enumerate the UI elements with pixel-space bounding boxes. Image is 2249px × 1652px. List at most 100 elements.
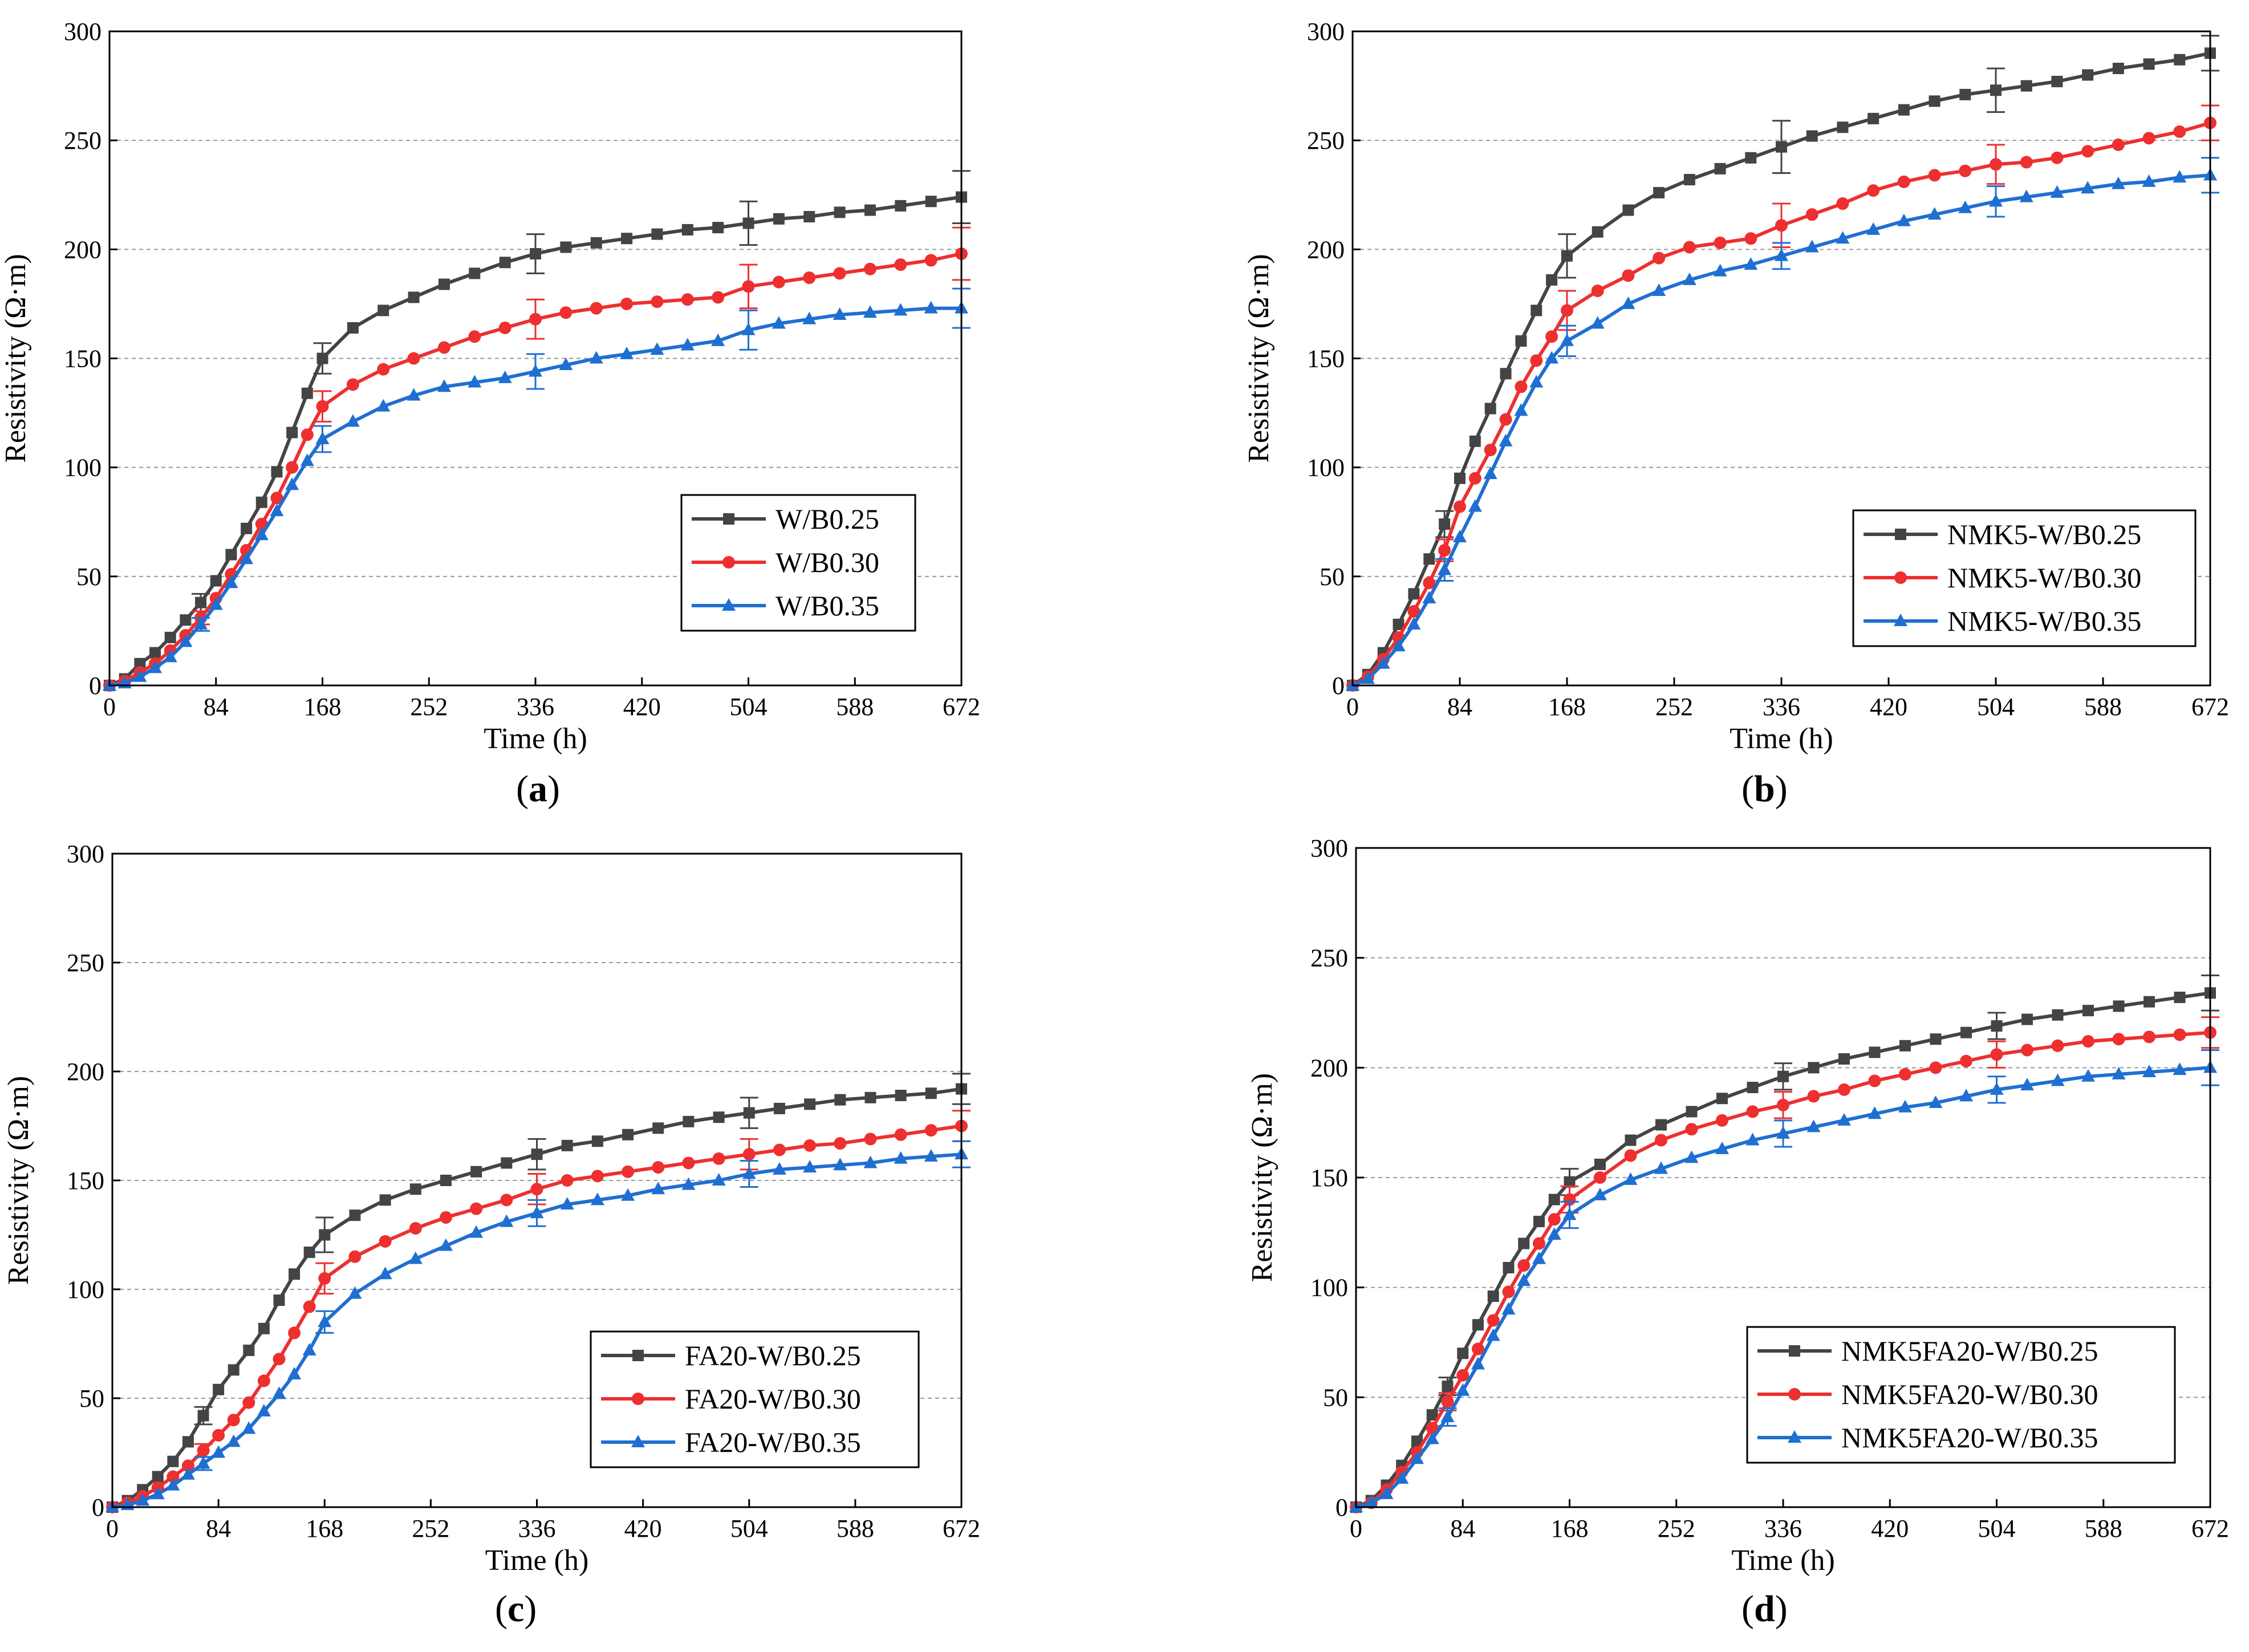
data-point <box>1395 1471 1409 1484</box>
data-point <box>834 1137 847 1150</box>
x-tick-label: 84 <box>1450 1515 1475 1543</box>
data-point <box>712 1173 726 1186</box>
x-axis-title: Time (h) <box>484 723 587 755</box>
x-tick-label: 84 <box>1447 693 1472 721</box>
data-point <box>272 1386 286 1399</box>
data-point <box>1503 1261 1515 1273</box>
data-point <box>2021 1013 2033 1025</box>
data-point <box>803 271 816 285</box>
panel-label-letter: c <box>508 1588 524 1630</box>
data-point <box>409 1222 422 1235</box>
data-point <box>652 1161 665 1174</box>
data-point <box>2051 1039 2064 1052</box>
data-point <box>681 224 693 236</box>
data-point <box>285 477 299 490</box>
data-point <box>152 1471 164 1483</box>
data-point <box>1469 435 1481 447</box>
data-point <box>407 352 420 365</box>
x-tick-label: 252 <box>1658 1515 1695 1543</box>
x-tick-label: 588 <box>837 1515 874 1543</box>
data-point <box>2020 80 2032 92</box>
data-point <box>499 257 511 269</box>
data-point <box>2173 1028 2186 1041</box>
data-point <box>1653 186 1665 198</box>
error-bar <box>1772 120 1791 174</box>
data-point <box>1408 588 1420 600</box>
error-bar <box>315 1262 334 1295</box>
data-point <box>501 1157 513 1169</box>
x-tick-label: 504 <box>1978 1515 2016 1543</box>
data-point <box>1808 1062 1820 1074</box>
legend-label: NMK5-W/B0.35 <box>1947 605 2141 637</box>
data-point <box>925 196 937 208</box>
data-point <box>1379 1486 1394 1499</box>
x-tick-label: 0 <box>1346 693 1359 721</box>
x-tick-label: 252 <box>410 693 448 721</box>
x-tick-label: 0 <box>1350 1515 1362 1543</box>
x-tick-label: 588 <box>2085 1515 2122 1543</box>
data-point <box>2051 1073 2065 1086</box>
data-point <box>167 1455 179 1467</box>
data-point <box>1468 472 1481 485</box>
data-point <box>1686 1106 1698 1118</box>
data-point <box>469 267 481 279</box>
error-bar <box>1987 1075 2006 1104</box>
data-point <box>1625 1134 1637 1146</box>
data-point <box>2020 1078 2034 1091</box>
x-tick-label: 588 <box>2084 693 2122 721</box>
error-bar <box>739 309 758 351</box>
data-point <box>803 210 815 222</box>
data-point <box>1483 466 1497 480</box>
data-point <box>712 222 724 234</box>
error-bar <box>1987 67 2005 113</box>
data-point <box>1836 197 1849 210</box>
x-tick-label: 420 <box>1871 1515 1909 1543</box>
data-point <box>1623 1172 1638 1185</box>
data-point <box>680 338 695 351</box>
data-point <box>1621 296 1635 309</box>
data-point <box>1898 104 1910 116</box>
data-point <box>1514 403 1528 416</box>
x-axis-title: Time (h) <box>1731 1544 1835 1577</box>
data-point <box>2112 138 2125 151</box>
data-point <box>273 1353 286 1366</box>
series-3 <box>103 287 971 691</box>
data-point <box>1548 1194 1560 1205</box>
data-point <box>301 387 313 399</box>
chart-panel-c: 0 84 168 252 336 420 504 588 672 0 50 100 150 200 250 3… <box>2 840 980 1630</box>
y-tick-label: 50 <box>1320 563 1345 591</box>
data-point <box>561 1139 573 1151</box>
chart-panel-d: 0 84 168 252 336 420 504 588 672 0 50 100 150 200 250 3… <box>1246 834 2229 1630</box>
error-bar <box>1772 202 1791 249</box>
error-bar <box>1558 324 1576 358</box>
data-point <box>713 1111 725 1123</box>
x-tick-label: 336 <box>517 693 554 721</box>
data-point <box>1958 200 1972 213</box>
legend-item-1: NMK5FA20-W/B0.25 <box>1757 1335 2098 1367</box>
data-point <box>470 1202 483 1215</box>
data-point <box>163 650 177 663</box>
data-point <box>166 1478 180 1491</box>
data-point <box>1959 88 1971 100</box>
data-point <box>590 237 602 249</box>
legend-marker <box>722 556 735 569</box>
data-point <box>226 1434 241 1447</box>
data-point <box>590 1192 604 1205</box>
legend-marker <box>632 1350 644 1361</box>
series-2 <box>1346 104 2219 692</box>
data-point <box>1805 240 1819 253</box>
y-axis-title: Resistivity (Ω·m) <box>1246 1073 1278 1282</box>
legend-item-3: NMK5-W/B0.35 <box>1864 605 2141 637</box>
data-point <box>2082 1035 2094 1048</box>
y-tick-label: 150 <box>1310 1164 1348 1192</box>
data-point <box>213 1383 225 1395</box>
legend-label: FA20-W/B0.25 <box>685 1340 861 1371</box>
y-tick-label: 150 <box>1307 345 1345 373</box>
legend: NMK5-W/B0.25 NMK5-W/B0.30 NMK5-W/B0.35 <box>1852 509 2197 647</box>
data-point <box>1546 274 1558 286</box>
y-tick-label: 150 <box>67 1167 104 1195</box>
data-point <box>180 614 192 626</box>
data-point <box>561 1174 574 1187</box>
y-tick-label: 200 <box>67 1058 104 1086</box>
error-bar <box>527 1138 546 1171</box>
